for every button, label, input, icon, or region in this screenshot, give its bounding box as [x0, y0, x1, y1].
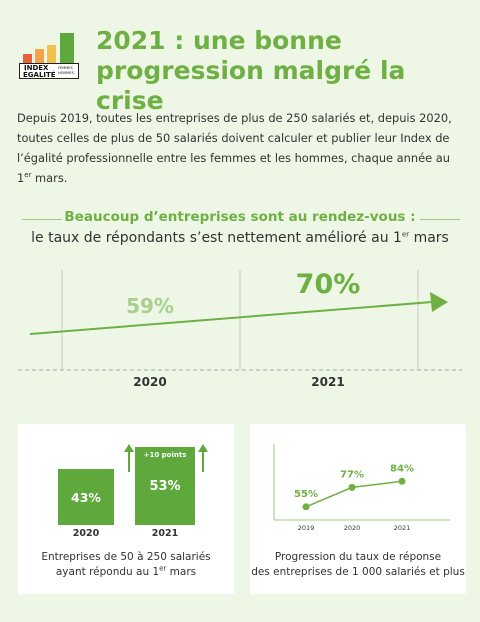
card-left-caption-line2: ayant répondu au 1er mars: [18, 565, 234, 580]
chart2-value-2020: 77%: [340, 469, 364, 480]
intro-sup: er: [24, 171, 32, 180]
chart1-label-2020: 2020: [133, 375, 167, 389]
intro-paragraph: Depuis 2019, toutes les entreprises de p…: [17, 108, 467, 188]
chart1-arrow-head: [430, 292, 448, 312]
chart2-value-2019: 55%: [294, 489, 318, 500]
logo-bar-2: [35, 49, 44, 63]
logo-bar-3: [47, 45, 56, 63]
logo-bar-1: [23, 54, 32, 63]
chart2-label-2021: 2021: [394, 524, 411, 532]
logo-line1: INDEX: [24, 64, 49, 72]
bar-2021-value: 53%: [149, 478, 181, 494]
card-left-caption-line2-text: ayant répondu au 1: [55, 566, 160, 578]
card-left-caption-sup: er: [159, 564, 167, 573]
arrow-up-icon: [198, 444, 208, 472]
subtitle-rule-right: [420, 219, 460, 220]
card-right-caption-line1: Progression du taux de réponse: [274, 551, 442, 563]
chart2-point-2019: [302, 503, 310, 511]
large-companies-chart: 55% 77% 84% 2019 2020 2021: [273, 444, 450, 532]
subtitle-line1: Beaucoup d’entreprises sont au rendez-vo…: [64, 209, 416, 225]
card-large-companies: 55% 77% 84% 2019 2020 2021 Progression d…: [250, 424, 466, 594]
subtitle-line2-sup: er: [401, 230, 410, 239]
chart2-point-2020: [348, 483, 356, 491]
index-egalite-logo: INDEX ÉGALITÉ FEMMES HOMMES: [17, 28, 81, 80]
chart2-label-2019: 2019: [298, 524, 315, 532]
logo-line3: FEMMES HOMMES: [58, 66, 74, 75]
chart2-point-2021: [398, 477, 406, 485]
subtitle-line2-end: mars: [409, 230, 449, 246]
bar-2020: 43%: [58, 469, 114, 525]
card-right-caption-line2: des entreprises de 1 000 salariés et plu…: [251, 566, 465, 578]
logo-tag: INDEX ÉGALITÉ FEMMES HOMMES: [19, 63, 79, 79]
subtitle-rule-left: [22, 219, 62, 220]
bar-2020-value: 43%: [71, 489, 101, 505]
bar-2021-annotation: +10 points: [143, 451, 187, 459]
chart1-trend-line: [29, 301, 433, 335]
subtitle-line2: le taux de répondants s’est nettement am…: [0, 230, 480, 246]
chart1-value-2021: 70%: [295, 269, 361, 300]
bar-label-2021: 2021: [151, 528, 179, 539]
logo-bar-4: [60, 33, 74, 63]
logo-line2: ÉGALITÉ: [23, 71, 56, 79]
chart2-value-2021: 84%: [390, 463, 414, 474]
bar-2021: +10 points 53%: [135, 447, 195, 525]
chart1-label-2021: 2021: [311, 375, 345, 389]
chart1-value-2020: 59%: [126, 294, 174, 318]
arrow-up-icon: [124, 444, 134, 472]
card-mid-size-companies: 43% +10 points 53% 2020 2021 Entreprises…: [18, 424, 234, 594]
main-response-chart: [18, 270, 462, 371]
card-left-caption-end: mars: [166, 566, 197, 578]
card-left-caption: Entreprises de 50 à 250 salariés ayant r…: [18, 550, 234, 580]
intro-end: mars.: [31, 171, 68, 185]
page-title: 2021 : une bonne progression malgré la c…: [96, 26, 406, 115]
intro-text: Depuis 2019, toutes les entreprises de p…: [17, 111, 452, 185]
bar-label-2020: 2020: [72, 528, 100, 539]
card-left-caption-line1: Entreprises de 50 à 250 salariés: [41, 551, 211, 563]
chart2-label-2020: 2020: [344, 524, 361, 532]
card-right-caption: Progression du taux de réponse des entre…: [250, 550, 466, 580]
subtitle-line2-text: le taux de répondants s’est nettement am…: [31, 230, 402, 246]
